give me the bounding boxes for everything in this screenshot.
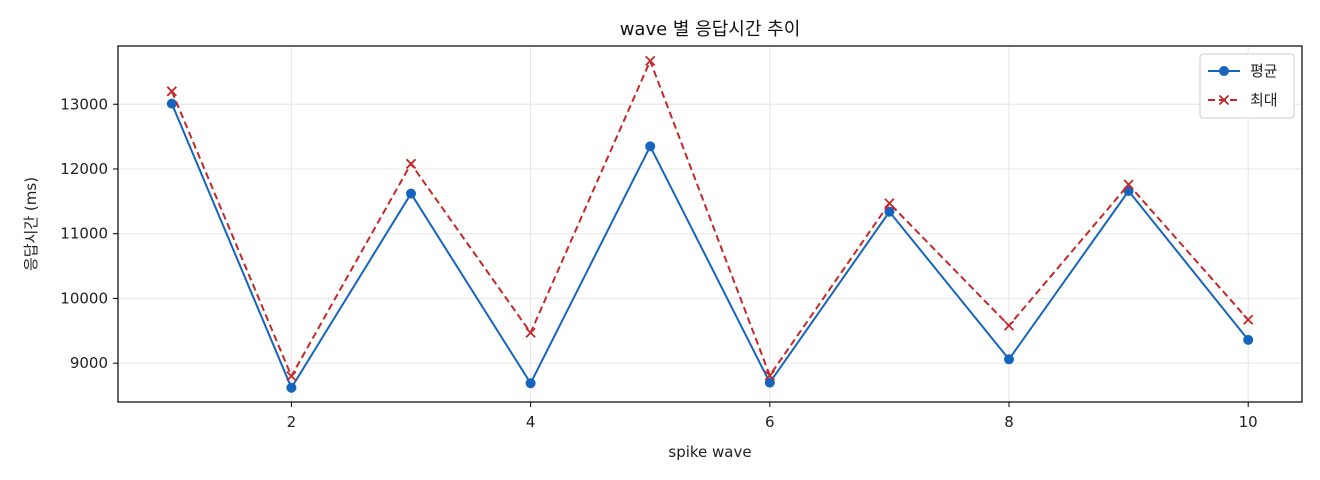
data-point: [166, 98, 177, 109]
grid: [118, 46, 1302, 402]
data-point: [764, 377, 775, 388]
y-tick-label: 11000: [60, 225, 108, 243]
data-point: [764, 370, 775, 381]
data-point: [525, 327, 536, 338]
y-tick-label: 9000: [70, 354, 108, 372]
y-tick-label: 13000: [60, 95, 108, 113]
legend-label: 최대: [1250, 91, 1278, 109]
data-point: [525, 378, 536, 389]
legend-box: [1199, 53, 1295, 119]
plot-frame: [117, 45, 1303, 403]
x-tick-label: 10: [1239, 413, 1258, 431]
data-point: [1003, 320, 1015, 331]
x-tick-label: 8: [1004, 413, 1014, 431]
data-point: [645, 55, 656, 67]
data-point: [884, 198, 895, 209]
series-2: [166, 55, 1254, 382]
axis-ticks: 2 4 6 8 10 9000 10000 11000 12000 13000: [60, 95, 1257, 431]
data-point: [166, 86, 177, 97]
legend-label: 평균: [1250, 62, 1278, 80]
data-point: [406, 188, 417, 199]
x-tick-label: 2: [287, 413, 297, 431]
legend-item-1: 평균: [1208, 62, 1278, 80]
series-line: [170, 103, 1249, 389]
data-point: [1243, 314, 1254, 325]
legend-marker: [1218, 94, 1230, 106]
y-axis-label: 응답시간 (ms): [22, 177, 40, 271]
data-point: [645, 141, 656, 152]
data-point: [405, 158, 417, 169]
data-point: [286, 370, 297, 382]
data-point: [1123, 179, 1134, 190]
legend-marker: [1219, 66, 1229, 76]
legend-item-2: 최대: [1208, 91, 1278, 109]
series-1: [166, 98, 1254, 393]
data-point: [1243, 334, 1254, 345]
chart-title: wave 별 응답시간 추이: [620, 19, 801, 40]
series-layer: [166, 55, 1254, 393]
data-point: [286, 382, 297, 393]
data-point: [884, 206, 895, 217]
series-line: [170, 59, 1249, 378]
y-tick-label: 12000: [60, 160, 108, 178]
x-axis-label: spike wave: [668, 443, 751, 461]
data-point: [1003, 354, 1014, 365]
y-tick-label: 10000: [60, 289, 108, 307]
x-tick-label: 4: [526, 413, 536, 431]
x-tick-label: 6: [765, 413, 775, 431]
